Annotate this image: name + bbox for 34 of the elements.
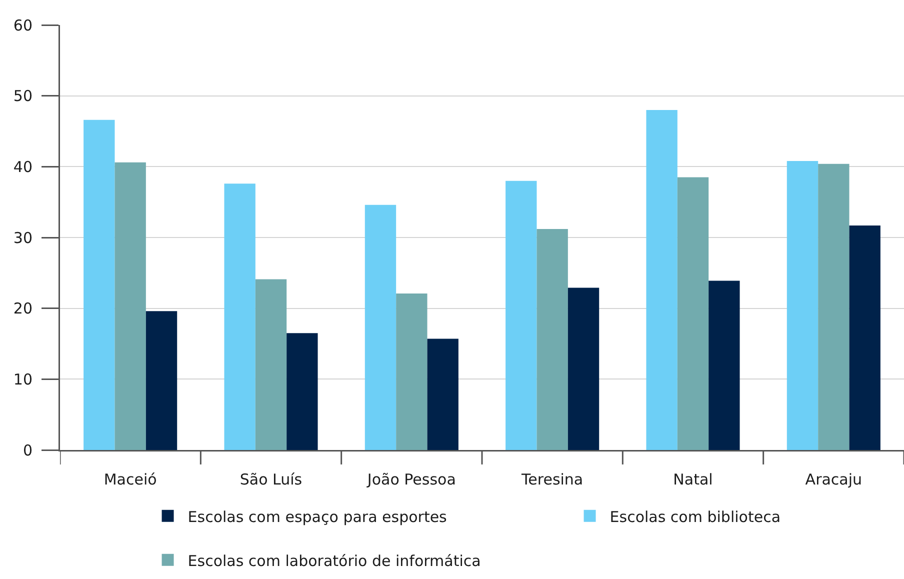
bar — [536, 229, 568, 450]
bar — [849, 225, 880, 450]
y-tick-label: 10 — [13, 370, 32, 388]
bar — [286, 333, 318, 450]
x-tick-label: João Pessoa — [366, 470, 456, 488]
x-tick-label: Maceió — [104, 470, 157, 488]
y-tick-label: 40 — [13, 158, 32, 176]
legend-label: Escolas com laboratório de informática — [188, 552, 481, 570]
bar — [84, 120, 115, 450]
bar — [427, 338, 458, 450]
bar — [364, 204, 396, 450]
x-tick-label: Natal — [673, 470, 713, 488]
bar — [818, 164, 850, 450]
x-tick-label: Aracaju — [805, 470, 862, 488]
bar — [708, 280, 740, 450]
y-tick-label: 30 — [13, 228, 32, 247]
bar — [146, 311, 178, 450]
x-tick-label: Teresina — [520, 470, 584, 488]
y-tick-label: 0 — [22, 441, 32, 460]
y-tick-label: 20 — [13, 300, 32, 318]
bar — [506, 180, 537, 450]
y-tick-label: 50 — [13, 87, 32, 106]
bar — [646, 110, 678, 450]
bar — [677, 177, 709, 450]
bar — [224, 184, 256, 450]
x-tick-label: São Luís — [240, 470, 302, 488]
bar — [255, 279, 287, 450]
bar — [786, 161, 818, 450]
bar — [396, 293, 428, 450]
y-tick-label: 60 — [13, 16, 32, 34]
legend-label: Escolas com biblioteca — [610, 508, 781, 526]
bar — [114, 162, 146, 450]
bar — [568, 288, 600, 450]
legend-label: Escolas com espaço para esportes — [188, 508, 448, 526]
